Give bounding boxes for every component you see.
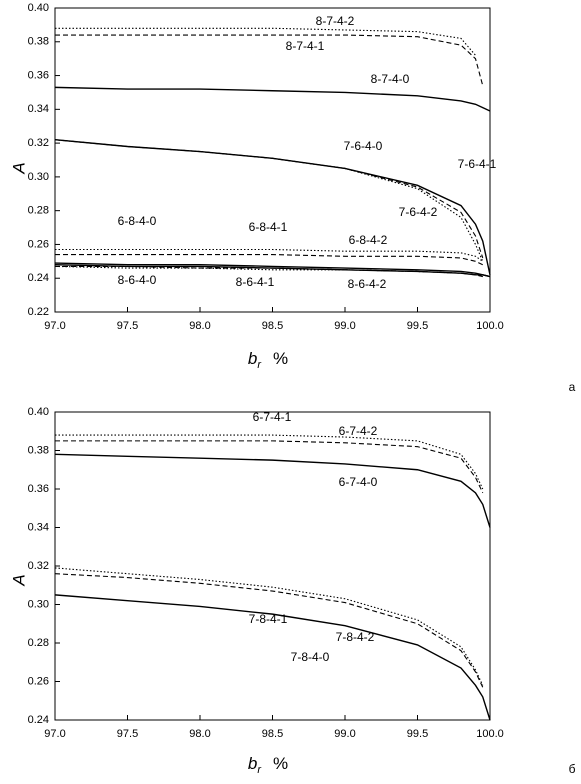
x-tick-label: 100.0	[476, 320, 504, 332]
x-axis-subscript: r	[257, 764, 262, 776]
series-label: 6-7-4-0	[339, 475, 378, 489]
y-tick-label: 0.36	[28, 69, 49, 81]
panel-label: б	[569, 762, 576, 776]
x-tick-label: 98.0	[189, 320, 210, 332]
y-tick-label: 0.24	[28, 272, 49, 284]
x-tick-label: 97.0	[44, 320, 65, 332]
series-line	[55, 248, 484, 262]
x-axis-unit: %	[273, 349, 288, 368]
x-tick-label: 98.0	[189, 728, 210, 740]
plot-frame	[54, 411, 491, 721]
y-tick-label: 0.38	[28, 36, 49, 48]
series-line	[55, 440, 484, 494]
y-tick-label: 0.22	[28, 306, 49, 318]
x-tick-label: 99.0	[334, 320, 355, 332]
series-label: 6-7-4-1	[253, 410, 292, 424]
series-label: 6-8-4-1	[249, 220, 288, 234]
y-tick-label: 0.24	[28, 714, 49, 726]
series-label: 6-8-4-0	[118, 214, 157, 228]
series-line	[55, 434, 484, 490]
series-label: 7-6-4-0	[344, 139, 383, 153]
x-tick-label: 99.5	[407, 320, 428, 332]
series-label: 7-6-4-2	[399, 205, 438, 219]
series-label: 7-6-4-1	[458, 157, 497, 171]
series-label: 6-7-4-2	[339, 424, 378, 438]
x-axis-symbol: b	[248, 349, 257, 368]
y-tick-label: 0.28	[28, 637, 49, 649]
x-axis-unit: %	[273, 754, 288, 773]
series-label: 8-7-4-0	[371, 72, 410, 86]
series-label: 8-6-4-0	[118, 273, 157, 287]
y-tick-label: 0.38	[28, 444, 49, 456]
y-axis-label: A	[9, 162, 28, 174]
y-tick-label: 0.28	[28, 205, 49, 217]
series-label: 6-8-4-2	[349, 233, 388, 247]
series-line	[54, 262, 491, 278]
y-tick-label: 0.34	[28, 521, 49, 533]
series-label: 8-7-4-1	[286, 39, 325, 53]
x-axis-label: br%	[248, 754, 288, 775]
y-tick-label: 0.40	[28, 2, 49, 14]
x-tick-label: 98.5	[262, 320, 283, 332]
series-line	[54, 86, 491, 112]
series-label: 7-8-4-0	[291, 650, 330, 664]
x-axis-subscript: r	[257, 359, 262, 371]
series-line	[54, 139, 484, 262]
x-axis-label: br%	[248, 349, 288, 370]
y-tick-label: 0.32	[28, 560, 49, 572]
series-line	[54, 573, 484, 688]
y-tick-label: 0.30	[28, 598, 49, 610]
series-line	[55, 27, 476, 56]
series-line	[55, 34, 484, 86]
series-label: 8-6-4-2	[348, 277, 387, 291]
panel-label: а	[569, 380, 576, 394]
series-line	[54, 594, 491, 721]
y-axis-label: A	[9, 574, 28, 586]
series-line	[54, 453, 491, 528]
x-tick-label: 97.5	[117, 320, 138, 332]
series-line	[54, 567, 484, 686]
series-line	[55, 265, 483, 278]
x-tick-label: 97.5	[117, 728, 138, 740]
x-tick-label: 99.0	[334, 728, 355, 740]
y-tick-label: 0.34	[28, 103, 49, 115]
series-label: 8-7-4-2	[316, 14, 355, 28]
y-tick-label: 0.32	[28, 137, 49, 149]
series-label: 7-8-4-2	[336, 630, 375, 644]
y-tick-label: 0.40	[28, 406, 49, 418]
x-tick-label: 100.0	[476, 728, 504, 740]
series-label: 8-6-4-1	[236, 275, 275, 289]
series-line	[55, 254, 483, 266]
x-tick-label: 99.5	[407, 728, 428, 740]
y-tick-label: 0.26	[28, 238, 49, 250]
y-tick-label: 0.36	[28, 483, 49, 495]
x-tick-label: 98.5	[262, 728, 283, 740]
x-axis-symbol: b	[248, 754, 257, 773]
x-tick-label: 97.0	[44, 728, 65, 740]
y-tick-label: 0.30	[28, 171, 49, 183]
y-tick-label: 0.26	[28, 675, 49, 687]
